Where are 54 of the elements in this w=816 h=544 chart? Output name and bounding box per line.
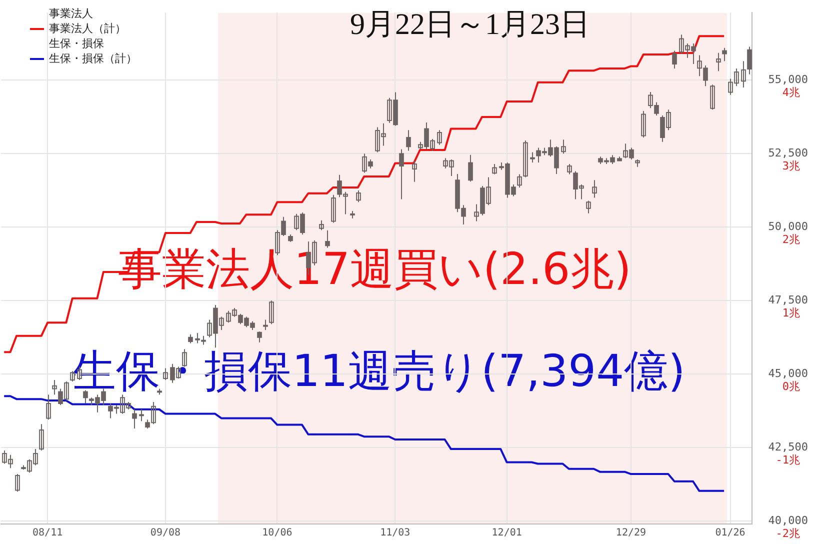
candlestick bbox=[523, 140, 528, 178]
candlestick bbox=[263, 319, 268, 331]
y2-tick-label: 2兆 bbox=[782, 233, 800, 246]
candlestick bbox=[586, 200, 591, 214]
legend-label: 生保・損保（計） bbox=[48, 51, 137, 66]
candlestick bbox=[641, 110, 646, 138]
y2-tick-label: -2兆 bbox=[776, 526, 800, 540]
candlestick bbox=[561, 139, 566, 154]
x-tick-label: 10/06 bbox=[262, 528, 292, 539]
chart-title: 9月22日～1月23日 bbox=[349, 7, 591, 43]
candlestick bbox=[52, 379, 57, 396]
x-tick-label: 11/03 bbox=[380, 528, 410, 539]
candlestick bbox=[15, 474, 20, 492]
y-tick-label: 52,500 bbox=[768, 146, 808, 160]
candlestick bbox=[77, 366, 82, 380]
y2-tick-label: 3兆 bbox=[782, 160, 800, 173]
y2-tick-label: 1兆 bbox=[782, 306, 800, 320]
candlestick bbox=[592, 180, 597, 198]
candlestick bbox=[331, 194, 336, 224]
x-tick-label: 09/08 bbox=[150, 528, 181, 539]
y2-tick-label: 4兆 bbox=[782, 86, 800, 100]
candlestick bbox=[182, 348, 187, 368]
annotation: 事業法人 bbox=[48, 6, 94, 21]
candlestick bbox=[530, 152, 535, 163]
x-tick-label: 12/29 bbox=[616, 528, 646, 539]
candlestick bbox=[163, 368, 168, 380]
y-tick-label: 40,000 bbox=[768, 514, 808, 527]
candlestick bbox=[46, 394, 51, 420]
candlestick bbox=[492, 163, 497, 175]
candlestick bbox=[567, 163, 572, 175]
candlestick bbox=[437, 130, 442, 146]
candlestick bbox=[269, 300, 274, 325]
y2-tick-label: 0兆 bbox=[782, 380, 800, 393]
candlestick bbox=[139, 408, 144, 422]
x-tick-label: 12/01 bbox=[492, 528, 522, 539]
candlestick bbox=[412, 160, 417, 182]
y-tick-label: 55,000 bbox=[768, 73, 808, 86]
y-tick-label: 42,500 bbox=[768, 440, 808, 454]
x-tick-label: 08/11 bbox=[32, 528, 63, 539]
y-tick-label: 45,000 bbox=[768, 366, 808, 380]
candlestick bbox=[517, 174, 522, 188]
y2-tick-label: -1兆 bbox=[776, 453, 800, 466]
legend-label: 事業法人（計） bbox=[48, 21, 127, 36]
candlestick bbox=[356, 190, 361, 203]
x-tick-label: 01/26 bbox=[715, 528, 746, 539]
y-tick-label: 47,500 bbox=[768, 293, 808, 306]
annotation: 生保・損保 bbox=[48, 36, 105, 51]
candlestick bbox=[710, 84, 715, 110]
candlestick bbox=[319, 220, 324, 231]
candlestick bbox=[39, 424, 44, 452]
candlestick bbox=[70, 370, 75, 382]
candlestick bbox=[741, 60, 746, 88]
y-tick-label: 50,000 bbox=[768, 220, 808, 234]
candlestick bbox=[716, 52, 721, 72]
